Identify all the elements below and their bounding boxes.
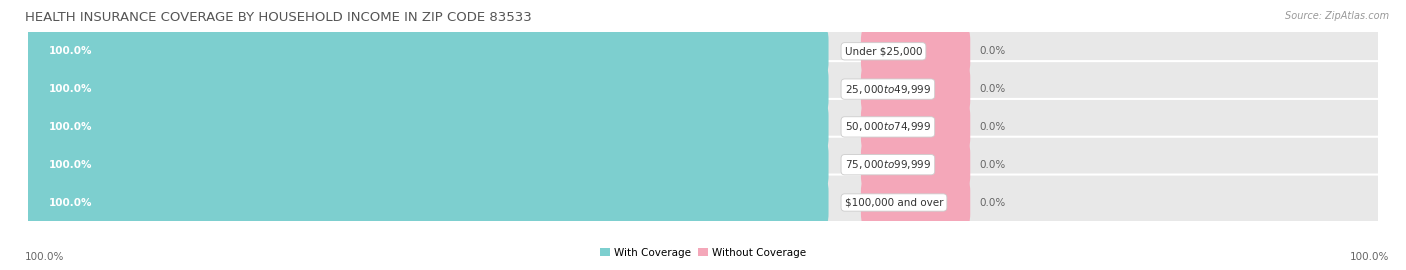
Text: 0.0%: 0.0% <box>980 197 1005 208</box>
FancyBboxPatch shape <box>17 142 828 187</box>
Text: $75,000 to $99,999: $75,000 to $99,999 <box>845 158 931 171</box>
Text: $100,000 and over: $100,000 and over <box>845 197 943 208</box>
FancyBboxPatch shape <box>860 142 970 187</box>
Text: $50,000 to $74,999: $50,000 to $74,999 <box>845 120 931 133</box>
Text: HEALTH INSURANCE COVERAGE BY HOUSEHOLD INCOME IN ZIP CODE 83533: HEALTH INSURANCE COVERAGE BY HOUSEHOLD I… <box>25 11 531 24</box>
FancyBboxPatch shape <box>15 23 1391 79</box>
Text: 100.0%: 100.0% <box>48 160 91 170</box>
FancyBboxPatch shape <box>15 61 1391 117</box>
Text: 100.0%: 100.0% <box>1350 252 1389 262</box>
Text: 100.0%: 100.0% <box>48 46 91 56</box>
Text: 0.0%: 0.0% <box>980 46 1005 56</box>
Text: 0.0%: 0.0% <box>980 160 1005 170</box>
FancyBboxPatch shape <box>17 104 828 150</box>
Legend: With Coverage, Without Coverage: With Coverage, Without Coverage <box>596 244 810 262</box>
Text: 0.0%: 0.0% <box>980 84 1005 94</box>
Text: 100.0%: 100.0% <box>48 84 91 94</box>
Text: Source: ZipAtlas.com: Source: ZipAtlas.com <box>1285 11 1389 21</box>
Text: 100.0%: 100.0% <box>48 122 91 132</box>
FancyBboxPatch shape <box>860 66 970 112</box>
FancyBboxPatch shape <box>17 66 828 112</box>
Text: 0.0%: 0.0% <box>980 122 1005 132</box>
FancyBboxPatch shape <box>860 104 970 150</box>
FancyBboxPatch shape <box>860 180 970 225</box>
FancyBboxPatch shape <box>17 29 828 74</box>
Text: $25,000 to $49,999: $25,000 to $49,999 <box>845 83 931 96</box>
FancyBboxPatch shape <box>17 180 828 225</box>
FancyBboxPatch shape <box>15 174 1391 231</box>
Text: Under $25,000: Under $25,000 <box>845 46 922 56</box>
FancyBboxPatch shape <box>860 29 970 74</box>
Text: 100.0%: 100.0% <box>48 197 91 208</box>
FancyBboxPatch shape <box>15 99 1391 155</box>
Text: 100.0%: 100.0% <box>25 252 65 262</box>
FancyBboxPatch shape <box>15 137 1391 193</box>
